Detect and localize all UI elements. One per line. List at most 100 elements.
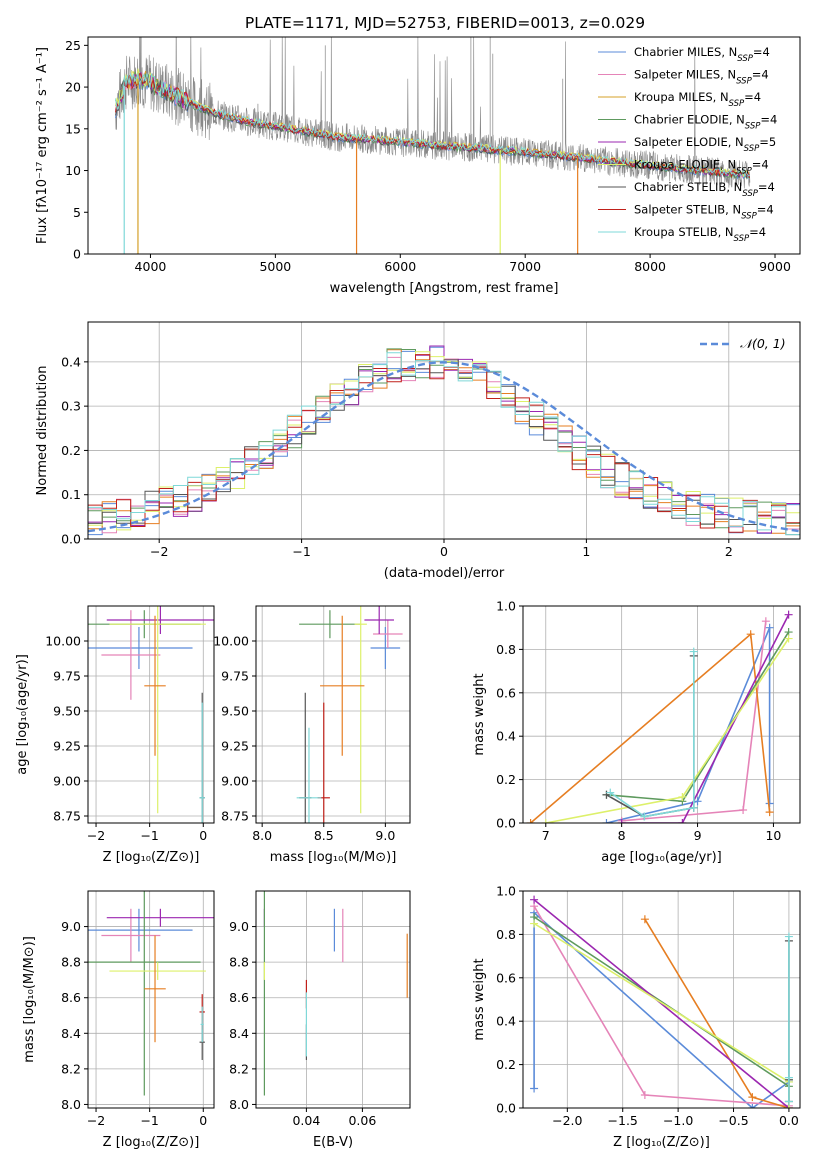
errorbar-point xyxy=(364,606,394,634)
x-tick-label: 0.06 xyxy=(348,1113,376,1128)
x-tick-label: −1.0 xyxy=(663,1113,693,1128)
y-tick-label: 9.75 xyxy=(221,669,249,684)
y-tick-label: 9.50 xyxy=(221,704,249,719)
y-tick-label: 8.0 xyxy=(229,1097,249,1112)
legend-label: Chabrier MILES, NSSP=4 xyxy=(634,45,770,64)
y-tick-label: 9.25 xyxy=(221,739,249,754)
y-tick-label: 9.0 xyxy=(61,919,81,934)
errorbar-point xyxy=(101,908,161,963)
errorbar-point xyxy=(320,615,365,756)
x-tick-label: 9 xyxy=(694,828,702,843)
legend-label: Salpeter MILES, NSSP=4 xyxy=(634,68,769,87)
weight-series-line xyxy=(621,614,790,823)
axes-frame xyxy=(87,36,801,255)
y-tick-label: 15 xyxy=(65,121,81,136)
weight-series-line xyxy=(609,651,695,818)
weight-series-line xyxy=(533,910,790,1108)
x-tick-label: −2.0 xyxy=(552,1113,582,1128)
y-axis-label: age [log₁₀(age/yr)] xyxy=(15,654,30,775)
y-axis-label: Flux [fλ10⁻¹⁷ erg cm⁻² s⁻¹ A⁻¹] xyxy=(35,47,50,244)
y-tick-label: 1.0 xyxy=(496,599,516,614)
residuals-panel: −2 −1 0 1 2 0.0 0.1 0.2 0.3 0.4 (data-model)/error… xyxy=(35,321,801,581)
weight-series-line xyxy=(644,918,790,1108)
x-tick-label: 9.0 xyxy=(375,828,395,843)
y-tick-label: 8.4 xyxy=(61,1026,81,1041)
x-tick-label: 2 xyxy=(725,544,733,559)
weight-series-line xyxy=(533,922,790,1108)
y-tick-label: 0.2 xyxy=(496,1057,516,1072)
weight-point-marker xyxy=(602,819,611,823)
age-vs-metallicity-panel: −2 −1 0 8.75 9.00 9.25 9.50 9.75 10.00 Z [log₁₀(Z… xyxy=(15,605,215,865)
errorbar-point xyxy=(88,908,193,952)
y-tick-label: 1.0 xyxy=(496,884,516,899)
axes-frame xyxy=(255,605,411,824)
y-tick-label: 9.0 xyxy=(229,919,249,934)
x-axis-label: (data-model)/error xyxy=(384,566,505,581)
weight-point-marker xyxy=(617,819,626,823)
y-axis-label: mass [log₁₀(M/M⊙)] xyxy=(22,936,37,1063)
y-tick-label: 0.0 xyxy=(496,1101,516,1116)
x-tick-label: −1 xyxy=(140,828,158,843)
weight-point-marker xyxy=(784,1097,793,1106)
weight-point-marker xyxy=(693,797,702,806)
model-spectrum-line xyxy=(115,73,750,179)
y-tick-label: 8.4 xyxy=(229,1026,249,1041)
y-tick-label: 8.2 xyxy=(61,1061,81,1076)
y-tick-label: 9.50 xyxy=(53,704,81,719)
residual-histogram-step xyxy=(88,352,800,536)
errorbar-point xyxy=(144,615,166,756)
x-tick-label: 0.0 xyxy=(779,1113,799,1128)
weight-vs-age-panel: 7 8 9 10 0.0 0.2 0.4 0.6 0.8 1.0 age [log₁₀(age/yr… xyxy=(472,599,801,865)
legend-label: Chabrier STELIB, NSSP=4 xyxy=(634,180,775,199)
legend-label: Chabrier ELODIE, NSSP=4 xyxy=(634,113,777,132)
legend-label: Kroupa STELIB, NSSP=4 xyxy=(634,225,766,244)
weight-plot-area xyxy=(530,895,793,1108)
errorbar-point xyxy=(144,935,166,1043)
x-axis-label: mass [log₁₀(M/M⊙)] xyxy=(270,850,397,865)
y-tick-label: 0.2 xyxy=(496,772,516,787)
y-tick-label: 9.75 xyxy=(53,669,81,684)
weight-point-marker xyxy=(765,808,774,817)
x-tick-label: 8000 xyxy=(634,259,666,274)
weight-series-line xyxy=(533,916,790,1088)
x-tick-label: 10 xyxy=(765,828,781,843)
x-tick-label: 6000 xyxy=(384,259,416,274)
y-tick-label: 0 xyxy=(73,247,81,262)
x-tick-label: 4000 xyxy=(135,259,167,274)
errorbar-point xyxy=(101,610,161,700)
weight-point-marker xyxy=(748,1093,757,1102)
weight-point-marker xyxy=(530,1084,539,1093)
x-tick-label: 7 xyxy=(542,828,550,843)
model-spectrum-line xyxy=(115,72,750,178)
errorbar-plot-area xyxy=(296,606,403,823)
y-tick-label: 0.0 xyxy=(496,816,516,831)
weight-point-marker xyxy=(606,788,615,797)
residual-plot-area xyxy=(88,345,800,536)
errorbar-point xyxy=(106,606,214,634)
mass-vs-metallicity-panel: −2 −1 0 8.0 8.2 8.4 8.6 8.8 9.0 Z [log₁₀(Z/Z⊙)] ma… xyxy=(22,890,215,1150)
weight-plot-area xyxy=(526,610,793,823)
spectrum-plot-area xyxy=(115,37,751,254)
y-tick-label: 0.3 xyxy=(61,399,81,414)
y-tick-label: 0.8 xyxy=(496,927,516,942)
axes-frame xyxy=(87,605,215,824)
weight-point-marker xyxy=(765,623,774,632)
axes-frame xyxy=(522,890,801,1109)
weight-point-marker xyxy=(678,819,687,823)
x-axis-label: E(B-V) xyxy=(313,1135,353,1150)
weight-point-marker xyxy=(541,819,550,823)
y-axis-label: Normed distribution xyxy=(35,366,50,496)
weight-series-line xyxy=(606,627,771,823)
errorbar-point xyxy=(88,627,193,669)
model-spectrum-line xyxy=(115,75,750,179)
weight-point-marker xyxy=(784,634,793,643)
y-tick-label: 8.6 xyxy=(229,990,249,1005)
y-tick-label: 10 xyxy=(65,163,81,178)
errorbar-point xyxy=(88,891,201,1096)
weight-point-marker xyxy=(602,790,611,799)
weight-series-line xyxy=(530,632,771,823)
x-axis-label: Z [log₁₀(Z/Z⊙)] xyxy=(613,1135,710,1150)
y-tick-label: 0.2 xyxy=(61,443,81,458)
y-tick-label: 8.6 xyxy=(61,990,81,1005)
